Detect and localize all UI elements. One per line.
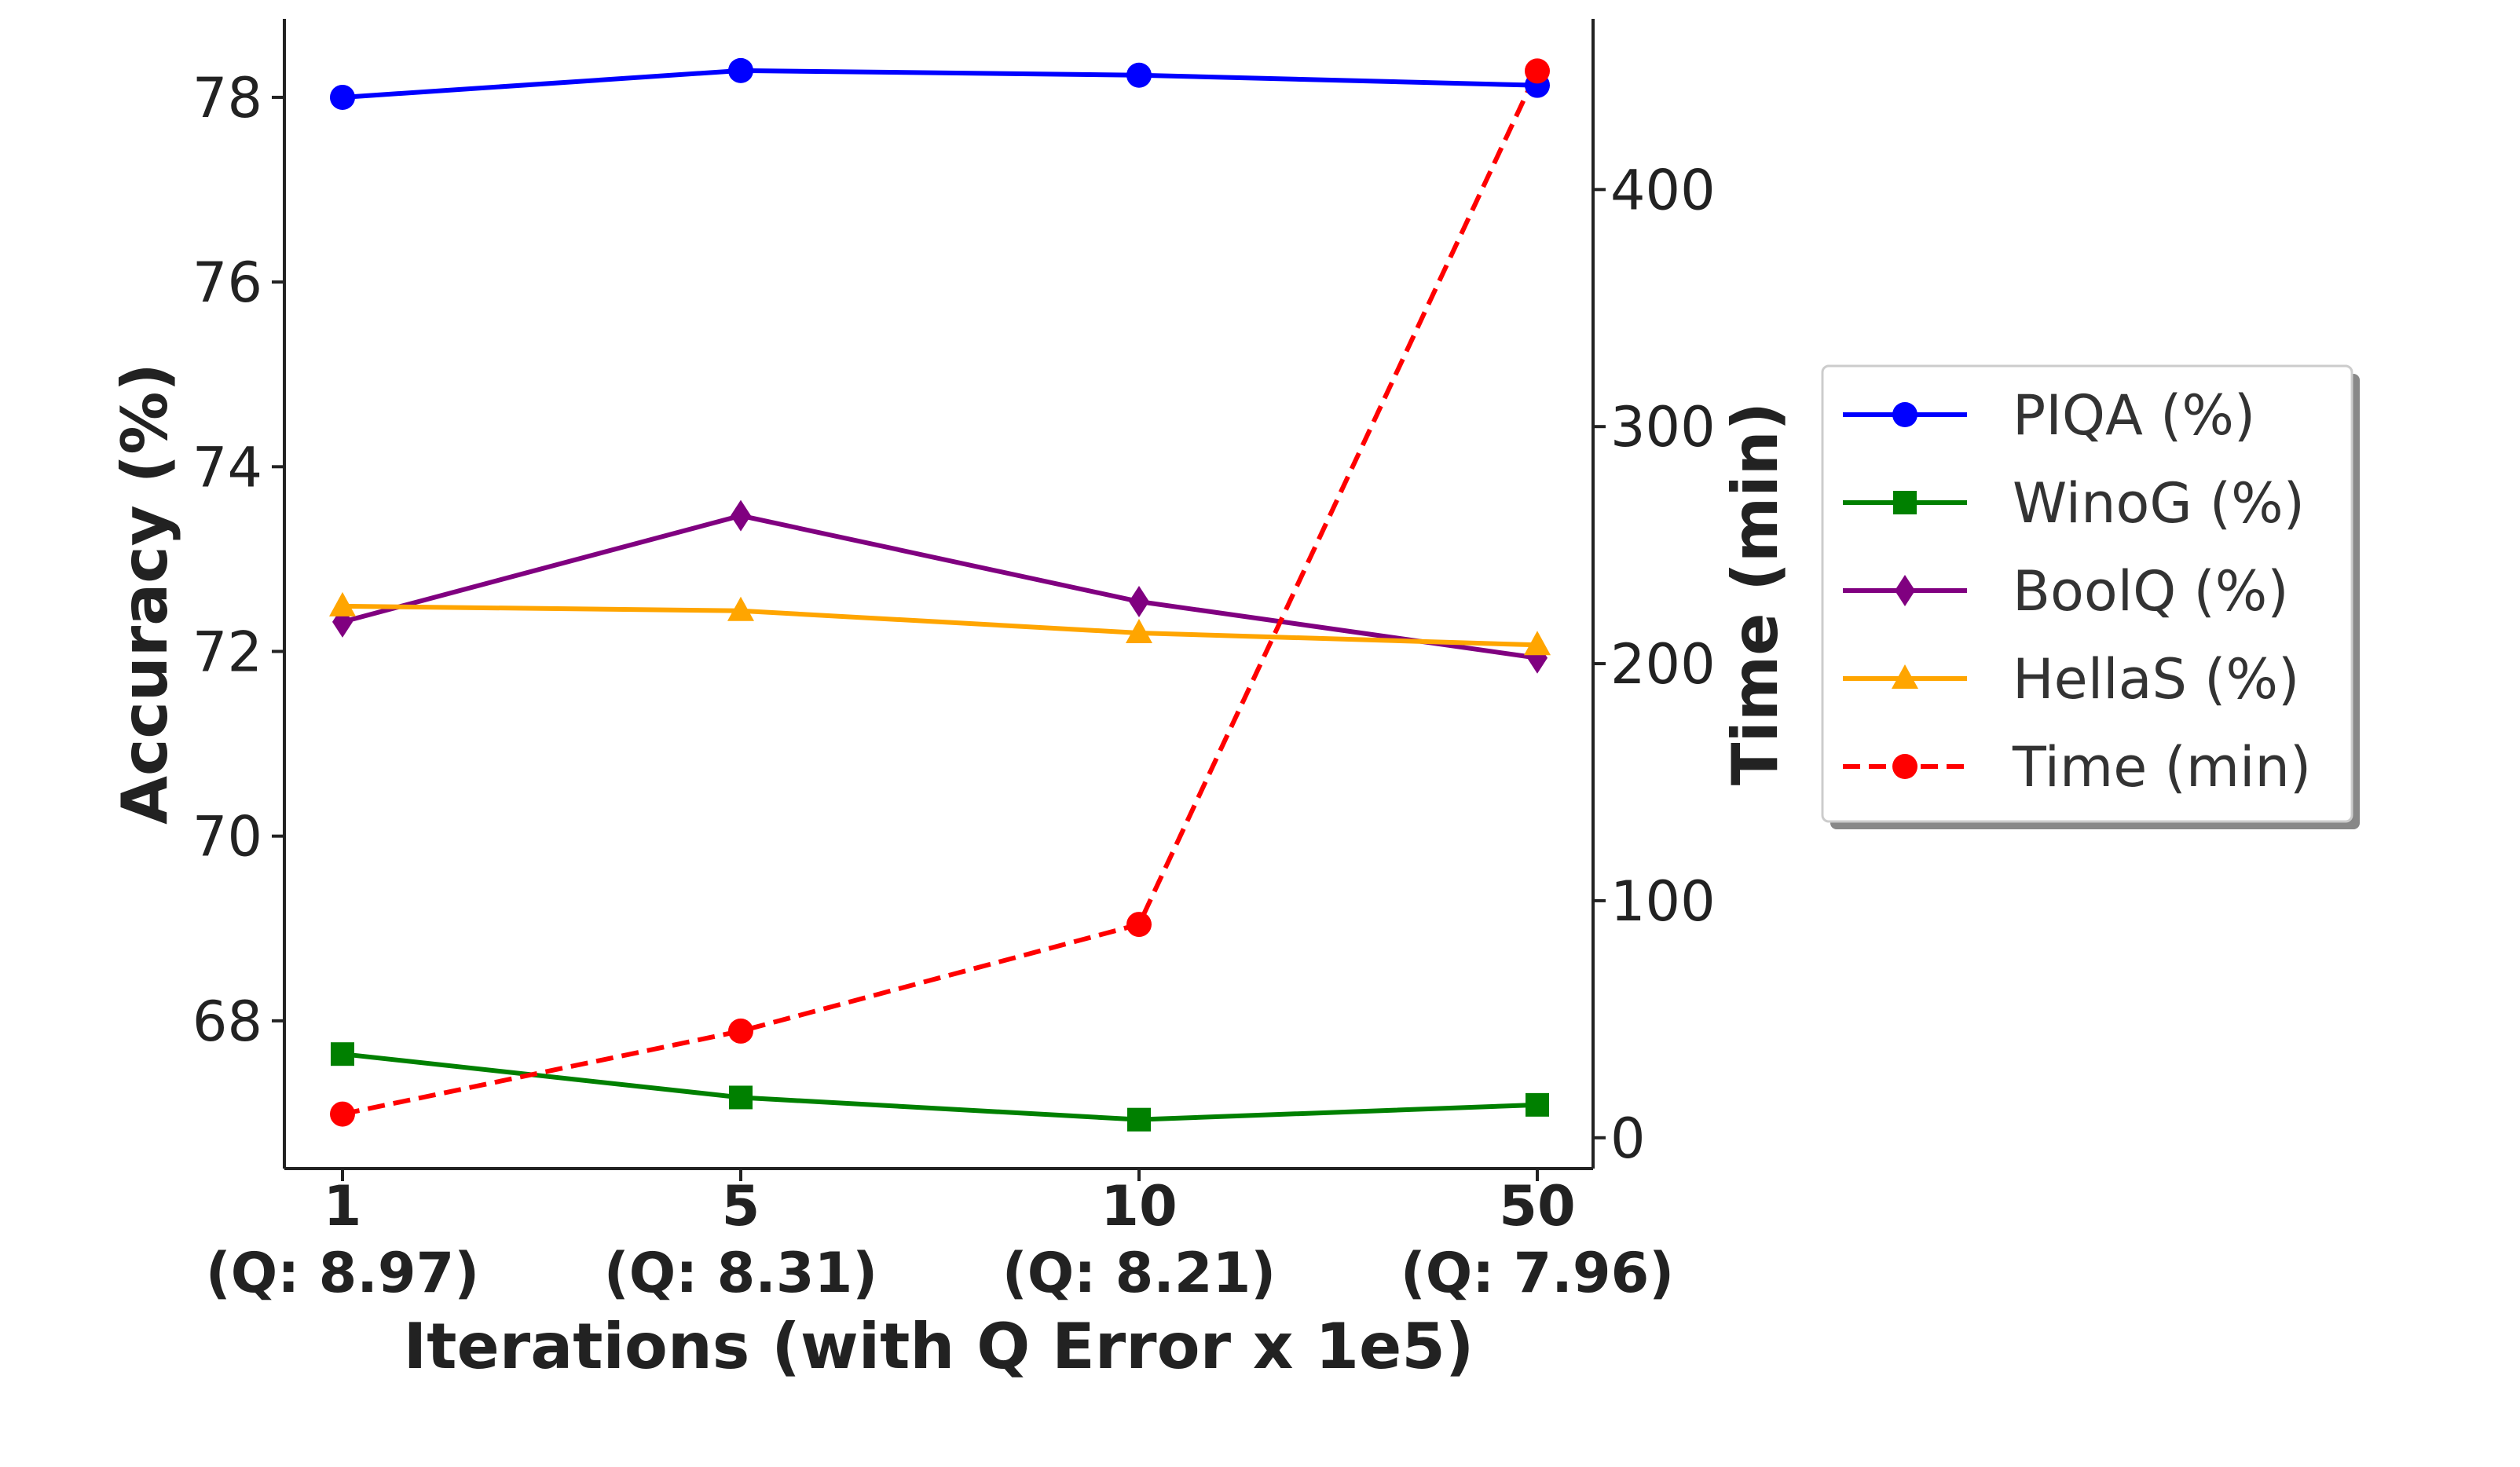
legend: PIQA (%) WinoG (%) BoolQ (%) HellaS (%) Time… xyxy=(1821,364,2360,829)
legend-marker-winog xyxy=(1893,491,1917,514)
data-point-hellas xyxy=(1126,618,1152,643)
y-axis-title: Accuracy (%) xyxy=(108,363,181,825)
right-y-tick-label: 100 xyxy=(1610,869,1716,934)
x-tick-label: 10 xyxy=(1101,1174,1177,1238)
series-line-piqa xyxy=(342,68,1538,100)
legend-label-winog: WinoG (%) xyxy=(2013,471,2305,536)
left-y-tick-label: 74 xyxy=(192,435,262,499)
left-y-tick-label: 68 xyxy=(192,990,262,1054)
data-point-winog xyxy=(331,1042,354,1066)
data-point-boolq xyxy=(731,499,751,532)
right-y-axis-title: Time (min) xyxy=(1719,402,1792,785)
left-y-tick-label: 78 xyxy=(192,66,262,130)
series-line-winog xyxy=(342,1052,1538,1122)
data-point-time-min xyxy=(728,1018,753,1044)
legend-marker-time-min xyxy=(1892,754,1917,779)
data-point-piqa xyxy=(1126,62,1152,88)
series-line-boolq xyxy=(342,513,1538,660)
data-point-hellas xyxy=(727,596,754,621)
left-y-tick-label: 70 xyxy=(192,805,262,869)
series-line-time-min xyxy=(342,70,1540,1117)
x-tick-label: 50 xyxy=(1499,1174,1575,1238)
legend-marker-hellas xyxy=(1892,664,1918,689)
data-point-time-min xyxy=(1525,58,1550,84)
data-point-winog xyxy=(1127,1107,1151,1132)
axes xyxy=(283,19,1595,1170)
x-tick-sublabel: (Q: 7.96) xyxy=(1401,1241,1675,1305)
series-markers xyxy=(329,57,1551,1132)
data-point-hellas xyxy=(329,591,356,616)
x-tick-sublabel: (Q: 8.21) xyxy=(1002,1241,1276,1305)
x-tick-label: 5 xyxy=(722,1174,760,1238)
x-tick-sublabel: (Q: 8.97) xyxy=(206,1241,480,1305)
series-lines xyxy=(342,68,1540,1122)
legend-marker-boolq xyxy=(1895,575,1915,606)
data-point-winog xyxy=(729,1085,753,1110)
x-tick-sublabel: (Q: 8.31) xyxy=(604,1241,878,1305)
data-point-winog xyxy=(1526,1092,1549,1117)
legend-box xyxy=(1821,364,2353,823)
data-point-hellas xyxy=(1524,631,1551,656)
data-point-piqa xyxy=(330,84,355,110)
data-point-time-min xyxy=(1126,912,1152,938)
left-y-tick-label: 72 xyxy=(192,620,262,684)
right-y-tick-label: 0 xyxy=(1610,1107,1646,1171)
data-point-boolq xyxy=(1129,585,1149,617)
legend-label-time-min: Time (min) xyxy=(2012,735,2311,799)
data-point-piqa xyxy=(728,57,753,83)
legend-marker-piqa xyxy=(1892,402,1917,427)
legend-label-boolq: BoolQ (%) xyxy=(2013,559,2289,624)
x-tick-label: 1 xyxy=(324,1174,362,1238)
legend-label-piqa: PIQA (%) xyxy=(2013,383,2255,448)
right-y-tick-label: 400 xyxy=(1610,158,1716,222)
right-y-tick-label: 300 xyxy=(1610,395,1716,459)
legend-label-hellas: HellaS (%) xyxy=(2013,647,2299,712)
data-point-time-min xyxy=(330,1101,355,1127)
legend-items: PIQA (%) WinoG (%) BoolQ (%) HellaS (%) Time… xyxy=(1843,383,2311,799)
series-line-hellas xyxy=(342,603,1538,648)
left-y-tick-label: 76 xyxy=(192,251,262,315)
x-axis-title: Iterations (with Q Error x 1e5) xyxy=(404,1310,1474,1383)
right-y-tick-label: 200 xyxy=(1610,632,1716,697)
